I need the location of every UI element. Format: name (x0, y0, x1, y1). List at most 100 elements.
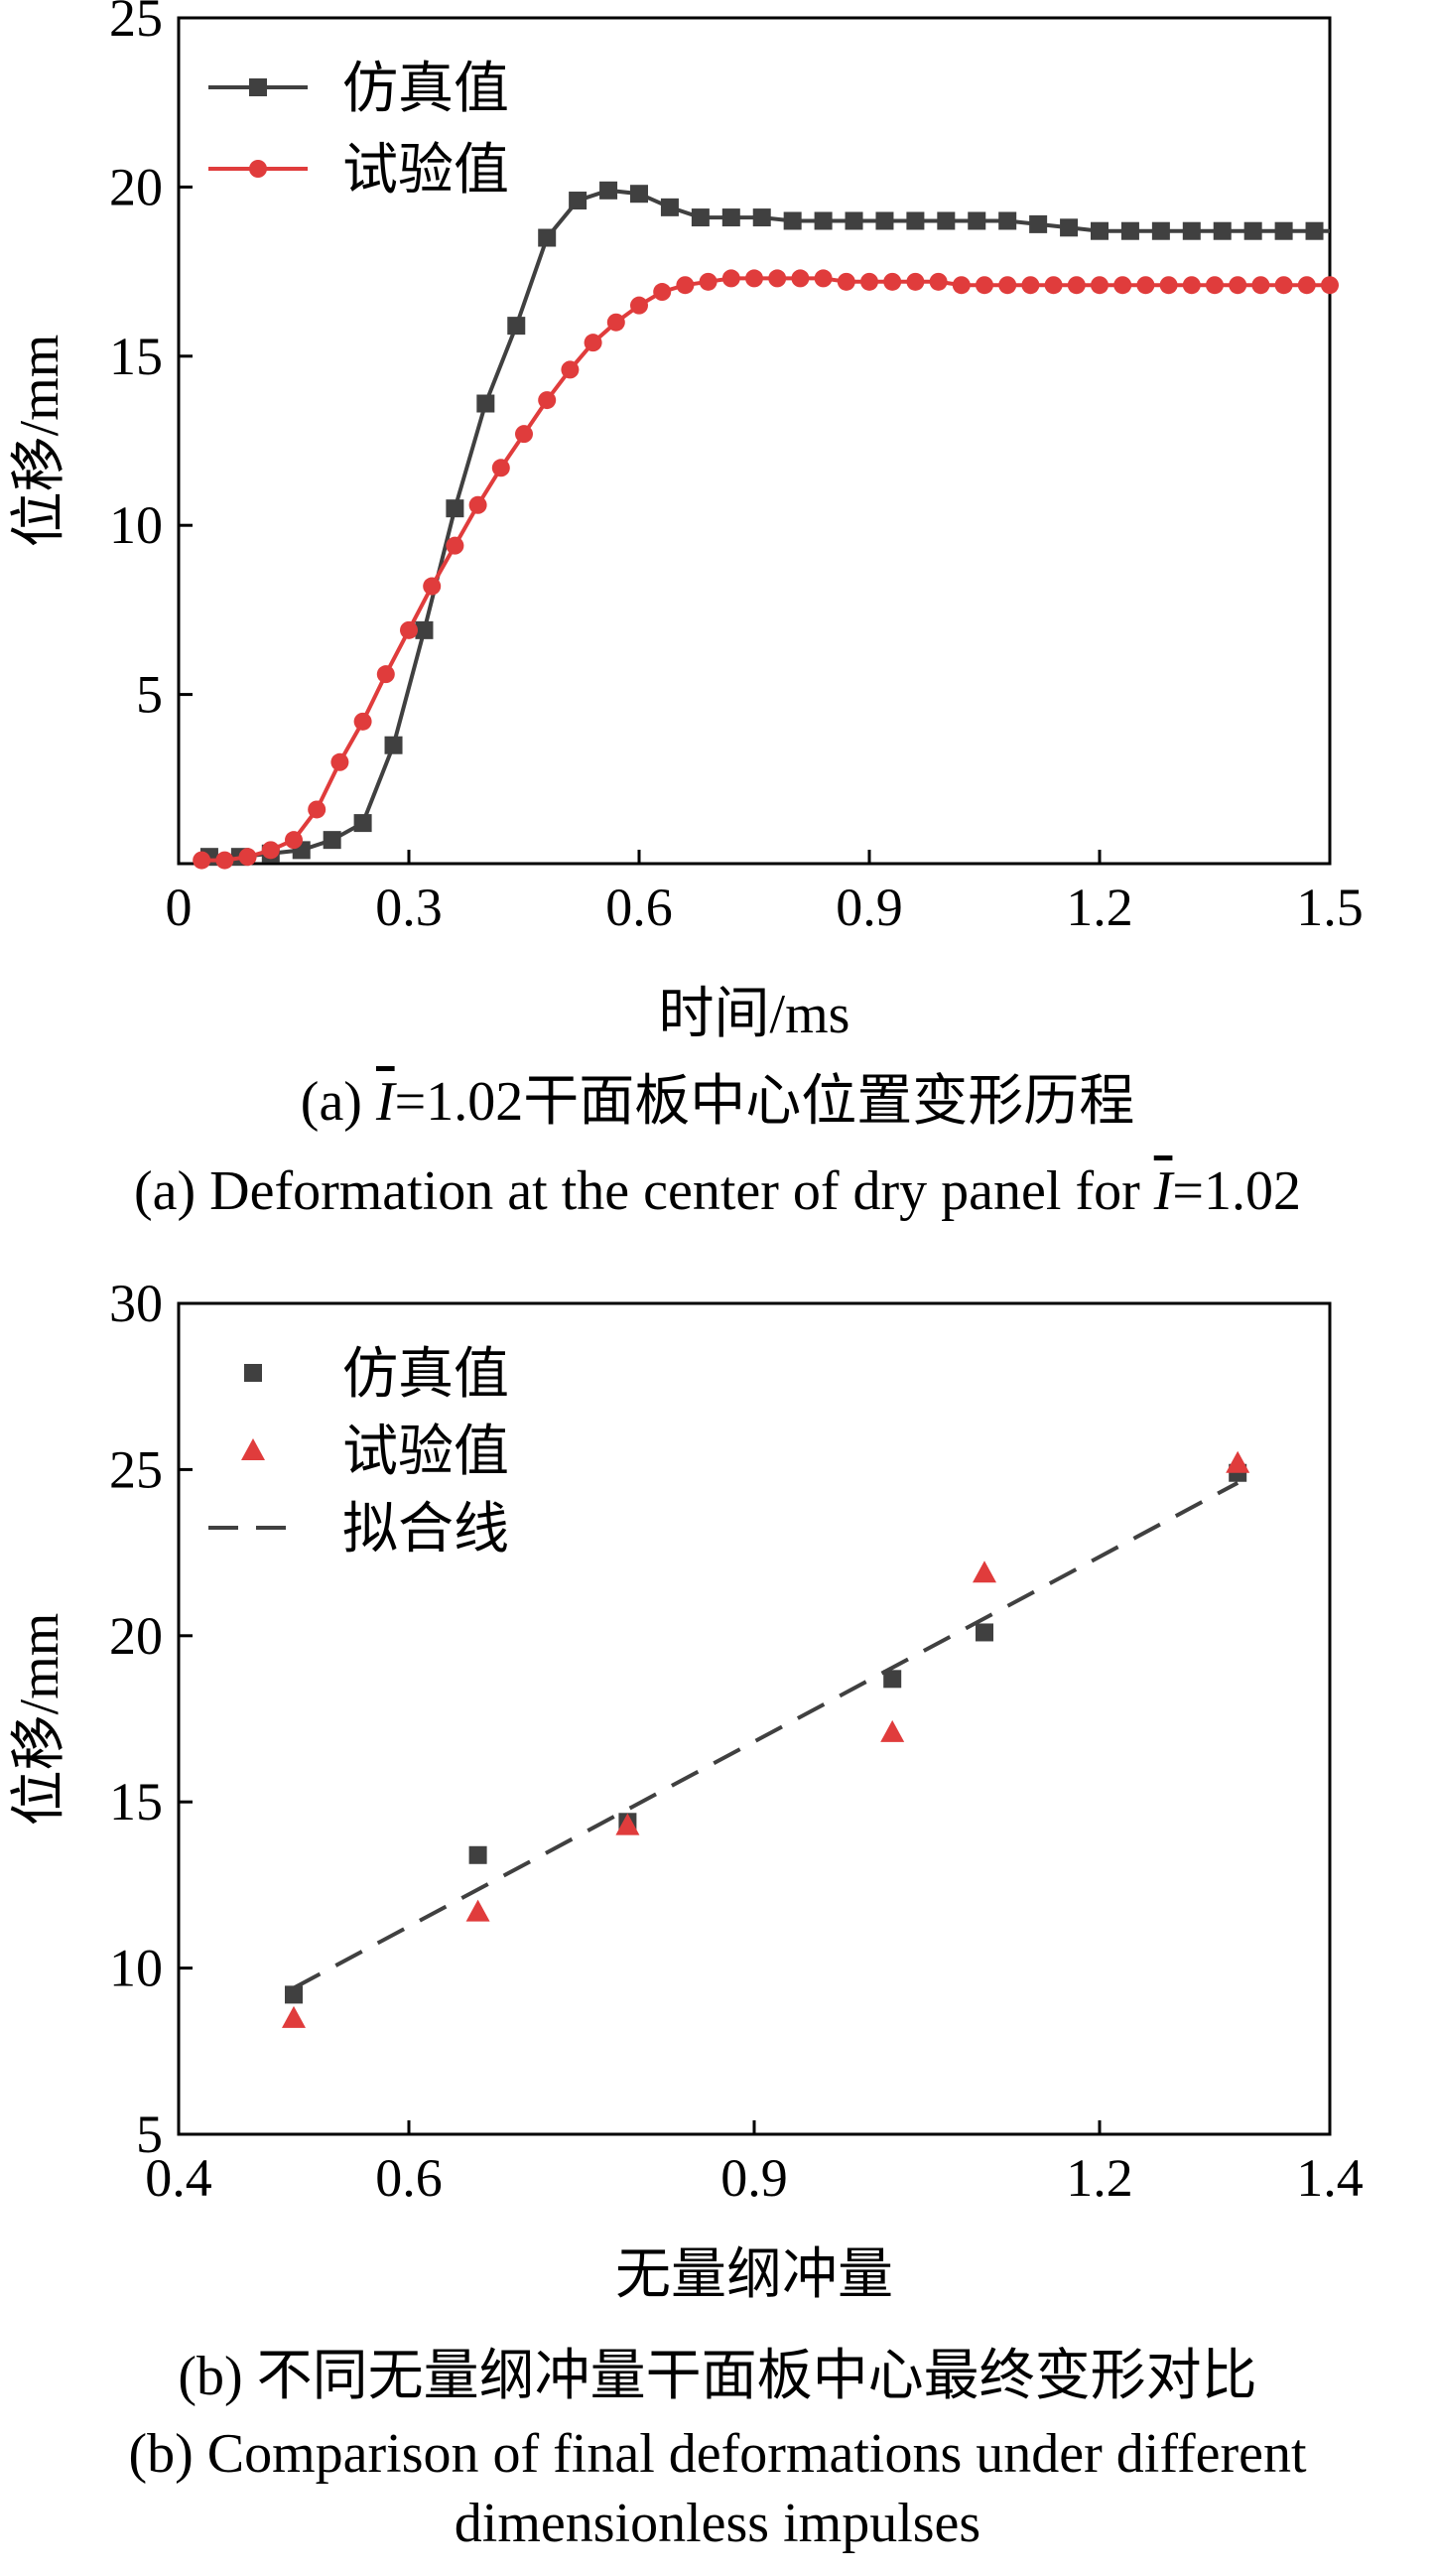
series-0-point (1151, 221, 1170, 240)
series-1-point (1021, 276, 1040, 295)
series-0-point (1182, 221, 1201, 240)
series-0-point (906, 211, 925, 230)
series-0-point (353, 814, 372, 833)
chart-a-y-axis-label: 位移/mm (9, 335, 70, 548)
series-1-point (1321, 276, 1339, 295)
series-0-point (998, 211, 1017, 230)
caption-b-chinese: (b) 不同无量纲冲量干面板中心最终变形对比 (178, 2346, 1257, 2407)
legend-marker-sample (244, 1364, 262, 1382)
series-0-point (1305, 221, 1324, 240)
series-1-point (491, 459, 510, 477)
series-1-point (1091, 276, 1109, 295)
caption-a-english: (a) Deformation at the center of dry pan… (0, 1159, 1435, 1223)
series-1-point (515, 425, 533, 444)
series-1-point (561, 360, 580, 379)
series-0-point (446, 499, 464, 518)
caption-a-chinese: (a) I=1.02干面板中心位置变形历程 (0, 1070, 1435, 1134)
series-1-point (1044, 276, 1063, 295)
series-1-point (261, 841, 280, 860)
series-0-point (660, 198, 679, 216)
series-1-point (676, 276, 695, 295)
series-0-point (384, 736, 403, 754)
series-0-point (814, 211, 833, 230)
series-0-point (1091, 221, 1109, 240)
x-tick-label: 0.4 (145, 2148, 212, 2208)
series-1-point (653, 283, 672, 302)
series-1-point (929, 272, 948, 291)
chart-b-y-axis-label: 位移/mm (9, 1613, 70, 1827)
series-1-point (883, 272, 902, 291)
series-1-point (606, 313, 625, 332)
series-1-point (423, 577, 442, 596)
legend-label: 仿真值 (342, 1344, 509, 1406)
series-2-line (293, 1481, 1239, 1990)
series-0-point (323, 831, 341, 850)
series-0-point (415, 620, 434, 639)
series-1-point (400, 620, 418, 639)
series-1-point (721, 269, 740, 288)
caption-a-en-text: (a) Deformation at the center of dry pan… (134, 1160, 1154, 1222)
series-1-point (837, 272, 855, 291)
series-0-point (1060, 218, 1079, 237)
series-0-point (721, 208, 740, 227)
series-1-point (1182, 276, 1201, 295)
series-1-point (1297, 276, 1316, 295)
series-1-point (353, 712, 372, 731)
caption-a-en-symbol: I (1153, 1160, 1173, 1222)
x-tick-label: 0.3 (375, 878, 443, 937)
x-tick-label: 1.2 (1066, 878, 1133, 937)
series-0-point (937, 211, 956, 230)
series-0-point (783, 211, 802, 230)
series-0-point (468, 1845, 487, 1864)
series-0-point (285, 1985, 303, 2004)
series-1-point (1136, 276, 1155, 295)
chart-a-series (193, 181, 1339, 870)
series-0-point (691, 208, 710, 227)
legend-marker-sample (249, 78, 267, 96)
series-0-point (968, 211, 986, 230)
x-tick-label: 0 (166, 878, 193, 937)
series-1-line (201, 276, 1330, 863)
series-1-point (768, 269, 787, 288)
y-tick-label: 25 (109, 1439, 163, 1499)
series-1-point (973, 1560, 996, 1583)
series-1-point (699, 272, 718, 291)
chart-b-series (282, 1450, 1250, 2028)
series-1-point (1274, 276, 1293, 295)
y-tick-label: 30 (109, 1274, 163, 1333)
series-0-point (883, 1670, 902, 1689)
caption-a-cn-rest: =1.02干面板中心位置变形历程 (394, 1071, 1135, 1133)
series-1-point (1251, 276, 1270, 295)
series-1-point (282, 2005, 306, 2028)
chart-a-ticks: 0 0.3 0.6 0.9 1.2 1.5 5 10 15 20 25 (109, 0, 1364, 937)
x-tick-label: 1.2 (1066, 2148, 1133, 2208)
chart-a-x-axis-label: 时间/ms (659, 984, 850, 1045)
series-0-point (1243, 221, 1262, 240)
series-1-point (468, 495, 487, 514)
caption-b-english-line2: dimensionless impulses (454, 2493, 981, 2554)
series-0-point (507, 317, 526, 336)
legend-marker-sample (241, 1438, 265, 1460)
series-0-point (630, 185, 648, 203)
series-1-point (906, 272, 925, 291)
x-tick-label: 1.4 (1296, 2148, 1364, 2208)
series-1-point (330, 752, 349, 771)
x-tick-label: 0.6 (375, 2148, 443, 2208)
series-1-point (1229, 276, 1247, 295)
y-tick-label: 15 (109, 1772, 163, 1831)
y-tick-label: 20 (109, 157, 163, 216)
series-0-point (845, 211, 863, 230)
series-1-point (1067, 276, 1086, 295)
legend-label: 试验值 (342, 140, 509, 202)
series-1-point (215, 851, 234, 870)
series-1-point (1226, 1450, 1250, 1473)
series-1-point (285, 831, 303, 850)
series-1-point (615, 1813, 640, 1835)
series-1-point (745, 269, 763, 288)
series-1-point (584, 334, 602, 352)
